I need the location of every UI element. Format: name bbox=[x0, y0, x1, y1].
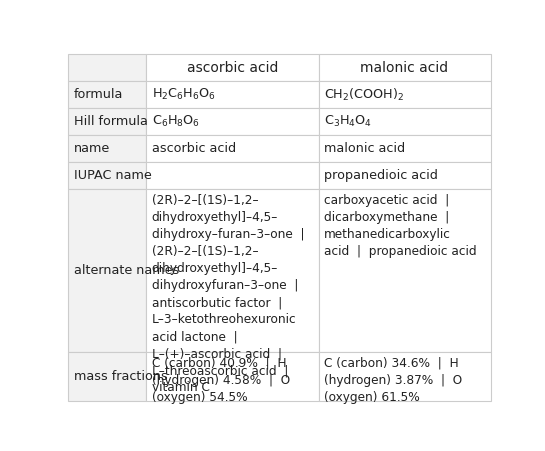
Text: H$_2$C$_6$H$_6$O$_6$: H$_2$C$_6$H$_6$O$_6$ bbox=[152, 87, 216, 102]
Bar bbox=[319, 189, 490, 351]
Bar bbox=[68, 351, 146, 401]
Bar bbox=[146, 108, 319, 135]
Bar bbox=[319, 54, 490, 81]
Bar bbox=[146, 54, 319, 81]
Text: C$_6$H$_8$O$_6$: C$_6$H$_8$O$_6$ bbox=[152, 114, 200, 129]
Bar bbox=[68, 162, 146, 189]
Text: malonic acid: malonic acid bbox=[360, 60, 449, 74]
Text: IUPAC name: IUPAC name bbox=[74, 169, 152, 182]
Bar bbox=[68, 81, 146, 108]
Text: carboxyacetic acid  |
dicarboxymethane  |
methanedicarboxylic
acid  |  propanedi: carboxyacetic acid | dicarboxymethane | … bbox=[324, 194, 477, 258]
Text: C (carbon) 34.6%  |  H
(hydrogen) 3.87%  |  O
(oxygen) 61.5%: C (carbon) 34.6% | H (hydrogen) 3.87% | … bbox=[324, 357, 462, 404]
Bar bbox=[146, 81, 319, 108]
Text: ascorbic acid: ascorbic acid bbox=[152, 142, 236, 155]
Text: ascorbic acid: ascorbic acid bbox=[187, 60, 278, 74]
Text: malonic acid: malonic acid bbox=[324, 142, 405, 155]
Text: C$_3$H$_4$O$_4$: C$_3$H$_4$O$_4$ bbox=[324, 114, 372, 129]
Bar bbox=[319, 351, 490, 401]
Bar bbox=[68, 189, 146, 351]
Text: name: name bbox=[74, 142, 110, 155]
Text: formula: formula bbox=[74, 88, 123, 101]
Bar bbox=[68, 135, 146, 162]
Text: Hill formula: Hill formula bbox=[74, 115, 148, 128]
Bar bbox=[319, 162, 490, 189]
Text: (2R)–2–[(1S)–1,2–
dihydroxyethyl]–4,5–
dihydroxy–furan–3–one  |
(2R)–2–[(1S)–1,2: (2R)–2–[(1S)–1,2– dihydroxyethyl]–4,5– d… bbox=[152, 194, 304, 394]
Text: propanedioic acid: propanedioic acid bbox=[324, 169, 438, 182]
Text: CH$_2$(COOH)$_2$: CH$_2$(COOH)$_2$ bbox=[324, 87, 404, 103]
Bar bbox=[319, 135, 490, 162]
Text: C (carbon) 40.9%  |  H
(hydrogen) 4.58%  |  O
(oxygen) 54.5%: C (carbon) 40.9% | H (hydrogen) 4.58% | … bbox=[152, 357, 290, 404]
Bar bbox=[146, 189, 319, 351]
Bar bbox=[319, 81, 490, 108]
Bar bbox=[146, 162, 319, 189]
Text: mass fractions: mass fractions bbox=[74, 370, 167, 383]
Bar bbox=[319, 108, 490, 135]
Text: alternate names: alternate names bbox=[74, 264, 179, 277]
Bar bbox=[68, 108, 146, 135]
Bar bbox=[146, 135, 319, 162]
Bar bbox=[68, 54, 146, 81]
Bar bbox=[146, 351, 319, 401]
